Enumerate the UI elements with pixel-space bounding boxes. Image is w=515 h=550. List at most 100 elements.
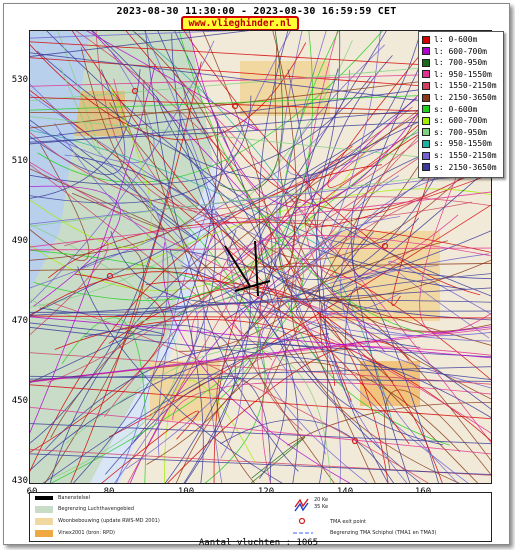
time-range-title: 2023-08-30 11:30:00 - 2023-08-30 16:59:5… <box>116 6 397 17</box>
flight-track <box>95 31 413 210</box>
tma-boundary-icon <box>293 532 313 534</box>
flight-track <box>197 31 484 281</box>
flight-track <box>57 31 101 155</box>
flight-track <box>30 57 491 92</box>
flight-track <box>256 166 491 431</box>
flight-track <box>30 31 250 57</box>
flight-track <box>30 375 491 382</box>
flight-track <box>30 262 491 271</box>
flight-track <box>30 111 491 115</box>
legend-swatch <box>422 116 430 125</box>
flight-track <box>30 328 491 383</box>
flight-track <box>39 31 341 316</box>
flight-track <box>194 196 491 223</box>
flight-track <box>45 343 491 450</box>
flight-track <box>30 31 222 261</box>
flight-track <box>30 96 491 115</box>
flight-track <box>30 80 491 140</box>
legend-swatch <box>422 151 430 160</box>
legend-entry: l: 1550-2150m <box>422 81 497 91</box>
flight-track <box>30 41 491 70</box>
legend-entry: l: 950-1550m <box>422 70 492 80</box>
runway <box>234 280 271 292</box>
tma-exit-point <box>381 242 389 250</box>
y-tick-label: 450 <box>11 396 28 406</box>
flight-track <box>105 375 271 483</box>
y-tick-label: 470 <box>11 316 28 326</box>
flight-track <box>30 90 335 386</box>
flight-track <box>30 168 491 227</box>
legend-swatch <box>422 70 430 79</box>
altitude-legend: l: 0-600m l: 600-700m l: 700-950m l: 950-15… <box>418 31 504 178</box>
legend-swatch <box>422 163 430 172</box>
flight-track <box>158 197 266 483</box>
flight-track <box>157 31 291 458</box>
flight-track <box>109 102 491 400</box>
legend-swatch <box>422 93 430 102</box>
flight-track <box>169 248 204 483</box>
legend-swatch <box>422 47 430 56</box>
flight-track <box>30 161 447 333</box>
residential-swatch <box>35 518 53 525</box>
flight-track <box>203 217 233 483</box>
flight-track <box>30 315 491 319</box>
legend-label: s: 950-1550m <box>434 139 492 149</box>
flight-track <box>30 31 234 39</box>
flight-track <box>30 86 152 248</box>
runway-swatch <box>35 496 53 500</box>
flight-track <box>70 61 202 483</box>
flight-track <box>419 160 491 334</box>
flight-track <box>110 230 491 304</box>
flight-track <box>258 174 491 321</box>
flight-track <box>30 69 141 199</box>
flight-track <box>47 108 491 383</box>
legend-entry: l: 600-700m <box>422 47 487 57</box>
flight-tracks <box>30 31 491 483</box>
flight-track <box>91 31 216 442</box>
flight-track <box>344 286 439 483</box>
flight-track <box>30 185 121 307</box>
flight-track <box>296 273 491 348</box>
flight-track <box>30 131 473 222</box>
flight-track <box>321 127 491 290</box>
tma-exit-point-icon <box>298 517 306 525</box>
flight-track <box>64 154 169 483</box>
legend-label: l: 1550-2150m <box>434 81 497 91</box>
airport-area-swatch <box>35 506 53 513</box>
flight-track <box>384 389 491 476</box>
map-legend: Banenstelsel Begrenzing Luchthavengebied… <box>29 492 492 542</box>
flight-track <box>178 31 424 335</box>
flight-track <box>50 260 304 483</box>
flight-track <box>30 95 252 204</box>
map-legend-label: 35 Ke <box>314 504 329 510</box>
legend-entry: l: 700-950m <box>422 58 487 68</box>
flight-track <box>220 419 394 483</box>
legend-swatch <box>422 105 430 114</box>
flight-track <box>340 176 459 483</box>
site-badge[interactable]: www.vlieghinder.nl <box>181 16 299 31</box>
legend-label: s: 2150-3650m <box>434 162 497 172</box>
legend-entry: s: 0-600m <box>422 105 477 115</box>
flight-track <box>30 103 491 145</box>
flight-track <box>183 31 481 296</box>
water-area <box>30 31 90 291</box>
flight-track <box>30 310 491 313</box>
vinex-swatch <box>35 530 53 537</box>
legend-entry: s: 2150-3650m <box>422 163 497 173</box>
flight-track <box>30 164 383 473</box>
flight-track <box>30 322 165 336</box>
legend-label: l: 600-700m <box>434 46 487 56</box>
flight-track <box>30 316 491 359</box>
flight-count: Aantal vluchten : 1065 <box>198 538 319 548</box>
chart-frame: 2023-08-30 11:30:00 - 2023-08-30 16:59:5… <box>3 3 510 548</box>
flight-track <box>291 208 460 483</box>
legend-label: l: 950-1550m <box>434 69 492 79</box>
y-tick-label: 530 <box>11 75 28 85</box>
flight-track <box>30 75 372 186</box>
legend-entry: s: 600-700m <box>422 116 487 126</box>
flight-track <box>30 287 491 316</box>
flight-track <box>114 296 199 483</box>
flight-track <box>30 191 491 248</box>
legend-swatch <box>422 58 430 67</box>
flight-track <box>274 31 341 280</box>
